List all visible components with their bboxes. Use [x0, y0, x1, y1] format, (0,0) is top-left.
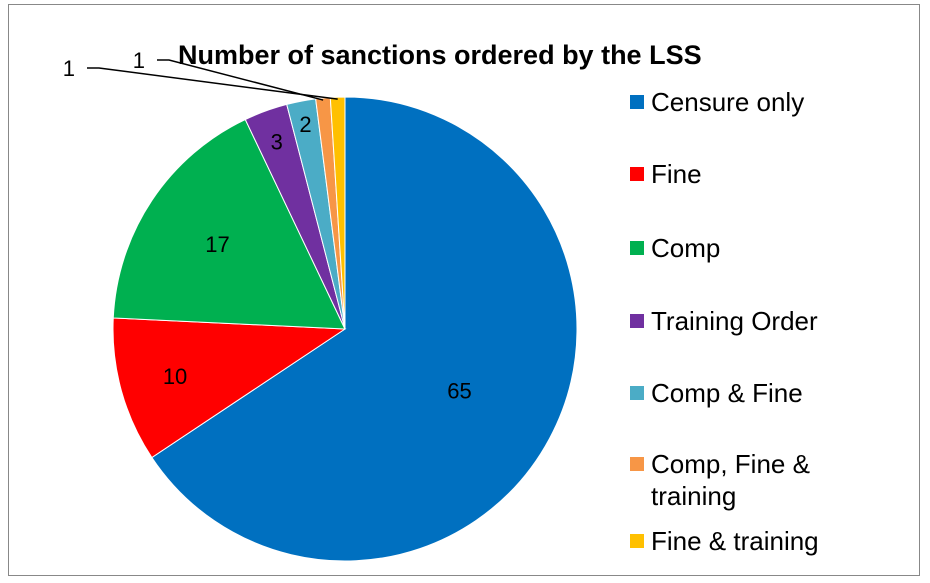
leader-line-7	[87, 67, 338, 100]
chart-title: Number of sanctions ordered by the LSS	[178, 40, 702, 70]
data-label-1: 65	[447, 378, 471, 403]
legend-label: Censure only	[651, 87, 805, 117]
data-label-7: 1	[63, 56, 75, 81]
legend-label: Fine	[651, 159, 702, 189]
data-label-4: 3	[271, 130, 283, 155]
pie-slice-1	[151, 96, 578, 562]
legend-label: Comp, Fine & training	[651, 449, 810, 511]
legend-swatch	[630, 95, 644, 109]
legend-item: Comp, Fine & training	[630, 448, 881, 512]
legend-label: Training Order	[651, 306, 818, 336]
legend-swatch	[630, 314, 644, 328]
leader-line-6	[157, 59, 324, 101]
legend-label: Fine & training	[651, 526, 819, 556]
legend-swatch	[630, 167, 644, 181]
legend-item: Comp & Fine	[630, 377, 881, 409]
legend-item: Training Order	[630, 305, 881, 337]
pie-slice-2	[112, 317, 347, 459]
legend-item: Comp	[630, 232, 881, 264]
data-label-2: 10	[163, 364, 187, 389]
data-label-3: 17	[205, 232, 229, 257]
legend-swatch	[630, 241, 644, 255]
data-label-6: 1	[133, 48, 145, 73]
legend-label: Comp & Fine	[651, 378, 803, 408]
legend-item: Fine & training	[630, 525, 881, 557]
legend-item: Censure only	[630, 86, 881, 118]
legend-swatch	[630, 386, 644, 400]
legend-swatch	[630, 457, 644, 471]
legend-swatch	[630, 534, 644, 548]
legend-item: Fine	[630, 158, 881, 190]
pie-slice-3	[112, 118, 346, 330]
data-label-5: 2	[299, 112, 311, 137]
legend-label: Comp	[651, 233, 721, 263]
